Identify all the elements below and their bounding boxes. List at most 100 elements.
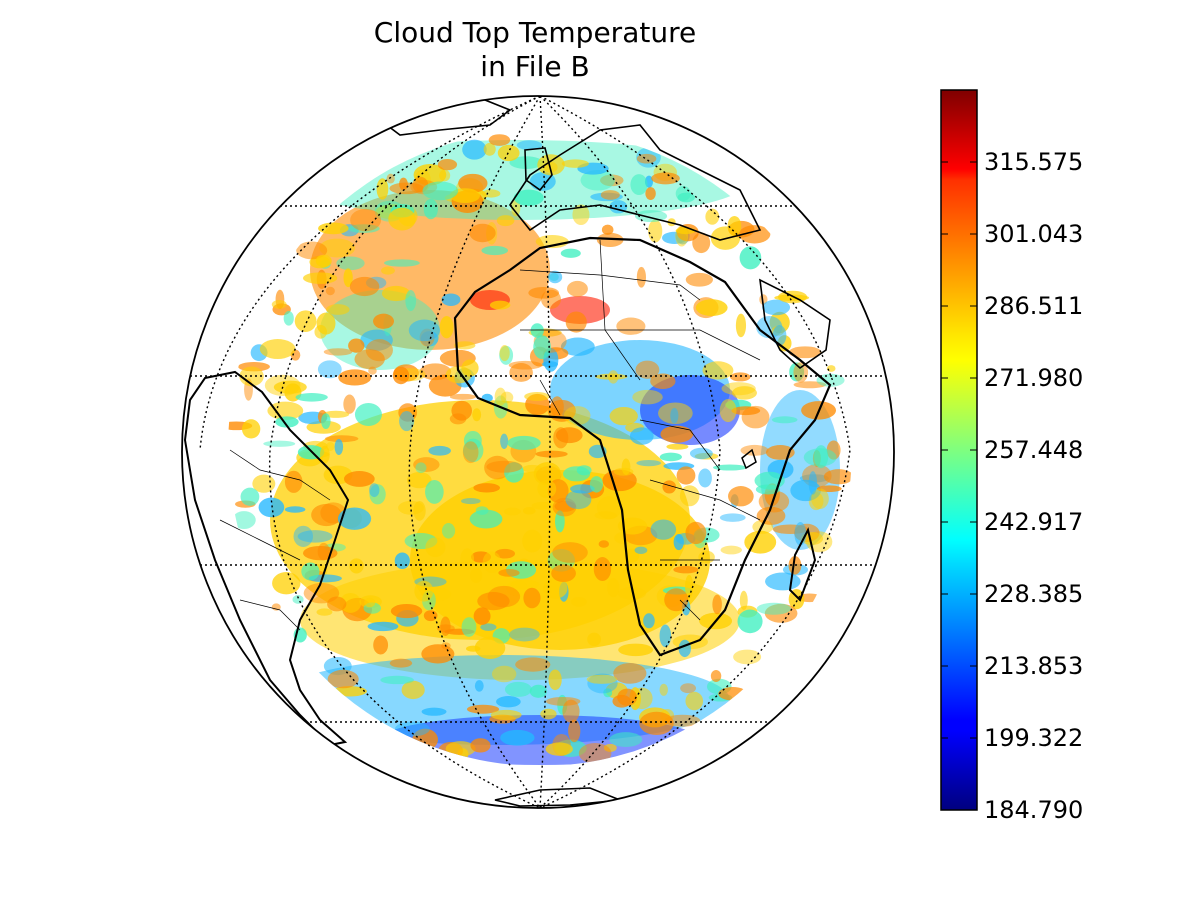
cloud-patch: [651, 172, 680, 185]
cloud-patch: [354, 402, 382, 427]
british-isles: [524, 147, 553, 192]
cloud-patch: [511, 199, 521, 217]
cloud-patch: [389, 182, 424, 195]
cloud-patch: [680, 683, 697, 694]
cloud-patch: [728, 486, 754, 507]
cloud-patch: [531, 501, 554, 510]
cloud-patch: [472, 408, 482, 422]
cloud-patch: [504, 507, 521, 516]
cloud-patch: [381, 266, 395, 275]
cloud-patch: [756, 602, 791, 615]
title-line-2: in File B: [480, 50, 590, 83]
cloud-patch: [325, 286, 335, 296]
cloud-patch: [480, 623, 497, 631]
cloud-patch: [481, 245, 509, 256]
cloud-patch: [373, 635, 389, 655]
cloud-patch: [421, 707, 447, 716]
cloud-patch: [698, 550, 715, 564]
cloud-patch: [326, 304, 350, 315]
cloud-patch: [755, 484, 781, 495]
cloud-patch: [816, 373, 845, 387]
cloud-patch: [702, 361, 734, 380]
cloud-patch: [315, 254, 332, 268]
cloud-patch: [263, 440, 296, 447]
cloud-patch: [618, 643, 654, 657]
cloud-patch: [613, 662, 647, 684]
cloud-patch: [650, 373, 676, 390]
cloud-patch: [601, 224, 614, 235]
cloud-patch: [373, 313, 394, 329]
cloud-patch: [486, 460, 523, 473]
cloud-patch: [598, 540, 610, 548]
cloud-patch: [317, 542, 330, 561]
cloud-patch: [272, 572, 301, 595]
cloud-patch: [739, 246, 762, 270]
cloud-patch: [428, 445, 451, 456]
cloud-patch: [422, 181, 459, 201]
cloud-patch: [547, 270, 563, 284]
cloud-patch: [513, 189, 544, 206]
cloud-patch: [570, 484, 595, 494]
cloud-patch: [788, 556, 802, 575]
cloud-patch: [264, 374, 301, 396]
cloud-patch: [550, 396, 564, 418]
cloud-patch: [826, 365, 836, 372]
cloud-patch: [510, 579, 540, 589]
cloud-patch: [540, 708, 557, 720]
cloud-patch: [710, 670, 722, 682]
colorbar-tick-label: 213.853: [984, 652, 1084, 680]
cloud-patch: [729, 372, 751, 382]
cloud-patch: [578, 742, 612, 764]
cloud-patch: [603, 743, 617, 752]
cloud-patch: [560, 337, 595, 356]
cloud-patch: [765, 572, 801, 591]
cloud-patch: [469, 509, 503, 529]
cloud-patch: [529, 684, 547, 698]
cloud-patch: [466, 704, 500, 714]
cloud-patch: [595, 373, 628, 380]
cloud-patch: [800, 531, 824, 546]
cloud-patch: [301, 562, 320, 581]
cloud-patch: [500, 391, 514, 404]
cloud-patch: [552, 497, 577, 517]
cloud-patch: [719, 398, 737, 423]
cloud-patch: [705, 208, 720, 225]
globe-outline: [181, 95, 895, 809]
cloud-patch: [494, 548, 516, 559]
cloud-patch: [436, 624, 455, 633]
cloud-patch: [297, 530, 333, 543]
cloud-patch: [320, 445, 330, 464]
cloud-patch: [319, 238, 356, 258]
cloud-patch: [232, 511, 256, 529]
cloud-patch: [408, 319, 440, 342]
cloud-patch: [659, 624, 672, 648]
cloud-patch: [499, 344, 510, 362]
cloud-patch: [664, 588, 689, 612]
colorbar-tick-label: 315.575: [984, 148, 1084, 176]
cloud-patch: [793, 381, 827, 389]
cloud-patch: [454, 341, 476, 350]
colorbar-tick-label: 228.385: [984, 580, 1084, 608]
meridian-line: [539, 96, 551, 808]
cloud-patch: [740, 444, 769, 456]
cloud-patch: [399, 411, 415, 432]
cloud-patch: [565, 490, 592, 510]
country-borders: [219, 239, 761, 631]
meridian-line: [268, 96, 541, 808]
cloud-patch: [316, 608, 333, 616]
cloud-patch: [662, 480, 677, 494]
cloud-patch: [327, 596, 347, 612]
cloud-patch: [324, 435, 359, 443]
cloud-patch: [650, 519, 677, 540]
cloud-patch: [720, 545, 742, 555]
cloud-patch: [405, 289, 417, 312]
cloud-patch: [685, 691, 704, 711]
colorbar-tick-label: 286.511: [984, 292, 1084, 320]
cloud-patch: [462, 441, 479, 464]
cloud-patch: [482, 551, 502, 574]
cloud-patch: [337, 507, 372, 530]
cloud-patch: [252, 474, 276, 493]
meridian-line: [539, 96, 721, 808]
cloud-patch: [533, 462, 562, 486]
cloud-patch: [685, 272, 713, 287]
